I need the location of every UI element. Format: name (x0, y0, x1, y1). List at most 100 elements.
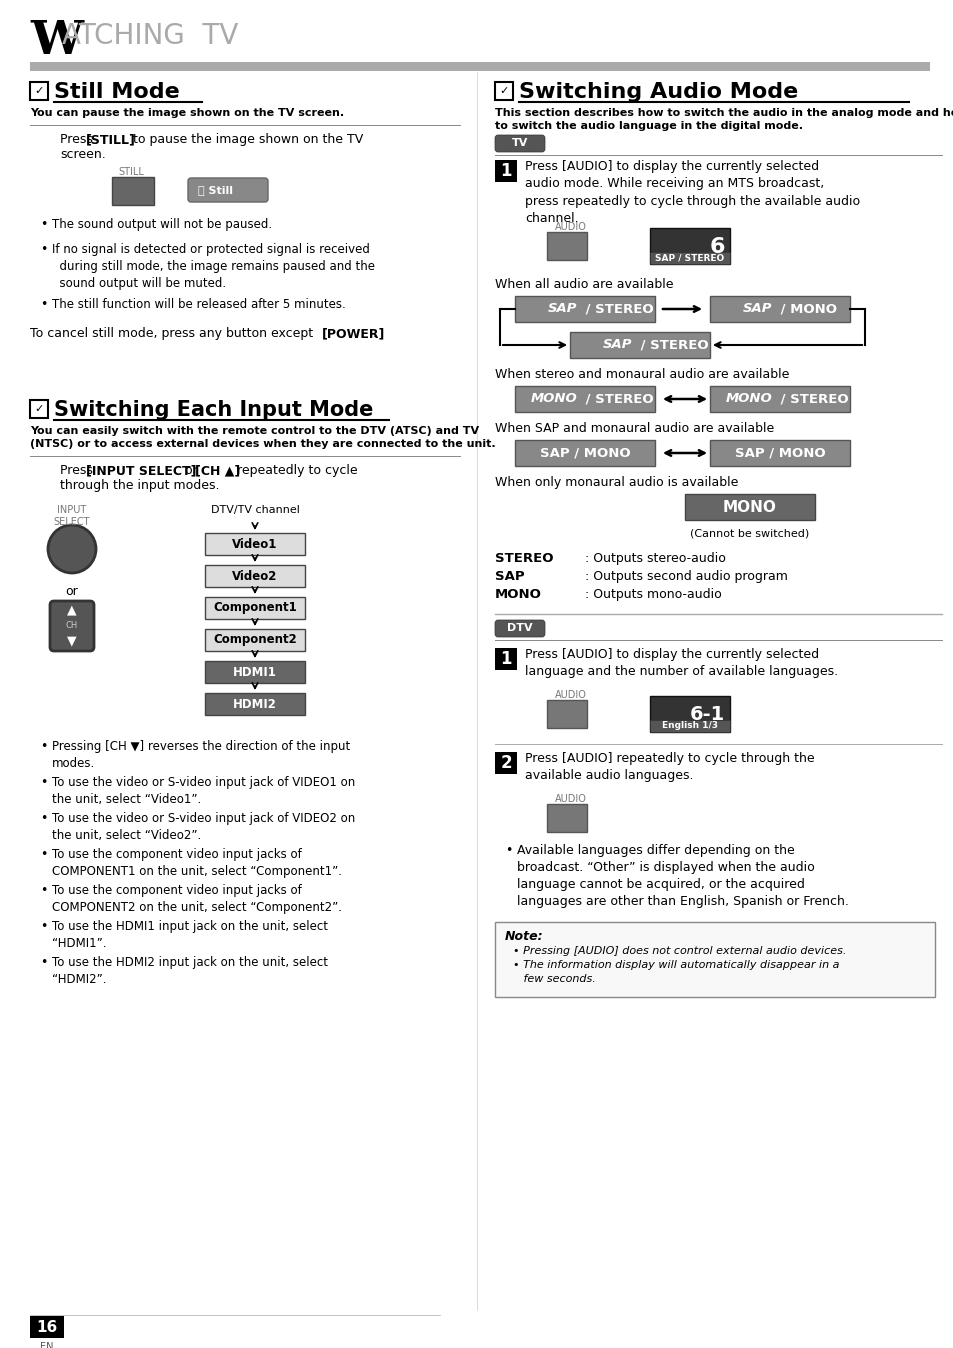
FancyBboxPatch shape (188, 178, 268, 202)
Text: •: • (40, 740, 48, 754)
FancyBboxPatch shape (495, 620, 544, 638)
Text: DTV: DTV (507, 623, 533, 634)
Text: .: . (373, 328, 376, 340)
Text: When only monaural audio is available: When only monaural audio is available (495, 476, 738, 489)
Text: When stereo and monaural audio are available: When stereo and monaural audio are avail… (495, 368, 788, 381)
Text: To use the video or S-video input jack of VIDEO2 on
the unit, select “Video2”.: To use the video or S-video input jack o… (52, 811, 355, 842)
Text: to pause the image shown on the TV: to pause the image shown on the TV (129, 133, 363, 146)
Text: AUDIO: AUDIO (555, 222, 586, 232)
Text: Available languages differ depending on the
broadcast. “Other” is displayed when: Available languages differ depending on … (517, 844, 848, 909)
Text: SAP: SAP (547, 302, 577, 315)
Text: You can easily switch with the remote control to the DTV (ATSC) and TV
(NTSC) or: You can easily switch with the remote co… (30, 426, 496, 449)
Text: •: • (40, 243, 48, 256)
FancyBboxPatch shape (495, 135, 544, 152)
Text: •: • (40, 884, 48, 896)
Text: When SAP and monaural audio are available: When SAP and monaural audio are availabl… (495, 422, 774, 435)
Text: / STEREO: / STEREO (580, 392, 653, 406)
Bar (30, 82, 48, 100)
Text: DTV/TV channel: DTV/TV channel (211, 506, 299, 515)
Text: CH: CH (66, 621, 78, 631)
Text: TV: TV (511, 137, 528, 148)
Text: •: • (40, 218, 48, 231)
Text: • Pressing [AUDIO] does not control external audio devices.
• The information di: • Pressing [AUDIO] does not control exte… (513, 946, 845, 984)
Text: Switching Each Input Mode: Switching Each Input Mode (54, 400, 373, 421)
Bar (709, 386, 849, 412)
Bar (205, 693, 305, 714)
Text: ▲: ▲ (67, 604, 77, 616)
Text: or: or (66, 585, 78, 599)
Bar (649, 720, 729, 732)
Bar (495, 82, 513, 100)
Text: Pressing [CH ▼] reverses the direction of the input
modes.: Pressing [CH ▼] reverses the direction o… (52, 740, 350, 770)
Bar (546, 803, 586, 832)
Bar (112, 177, 153, 205)
Bar (205, 597, 305, 619)
Text: STEREO: STEREO (495, 551, 553, 565)
Text: To use the component video input jacks of
COMPONENT1 on the unit, select “Compon: To use the component video input jacks o… (52, 848, 341, 878)
Text: SAP: SAP (495, 570, 524, 582)
Bar (205, 630, 305, 651)
Bar (205, 532, 305, 555)
Text: MONO: MONO (495, 588, 541, 601)
Text: ⏸ Still: ⏸ Still (198, 185, 233, 195)
Text: •: • (40, 298, 48, 311)
Text: through the input modes.: through the input modes. (60, 479, 219, 492)
Text: 6: 6 (709, 237, 724, 257)
Text: AUDIO: AUDIO (555, 794, 586, 803)
Bar (495, 922, 934, 998)
Text: Still Mode: Still Mode (54, 82, 179, 102)
Bar (569, 332, 709, 359)
Text: 2: 2 (499, 754, 511, 772)
Text: •: • (40, 776, 48, 789)
Bar (709, 297, 849, 322)
Bar (515, 439, 655, 466)
Bar (495, 752, 517, 774)
Text: MONO: MONO (530, 392, 577, 406)
Text: Press: Press (60, 464, 97, 477)
Bar (649, 252, 729, 264)
Circle shape (48, 524, 96, 573)
Text: English 1/3: English 1/3 (661, 721, 718, 731)
Text: HDMI2: HDMI2 (233, 697, 276, 710)
Text: Component1: Component1 (213, 601, 296, 615)
Bar (30, 400, 48, 418)
Text: or: or (181, 464, 201, 477)
Text: HDMI1: HDMI1 (233, 666, 276, 678)
Text: AUDIO: AUDIO (555, 690, 586, 700)
FancyBboxPatch shape (50, 601, 94, 651)
Text: : Outputs mono-audio: : Outputs mono-audio (584, 588, 721, 601)
Text: Note:: Note: (504, 930, 543, 944)
Text: SAP: SAP (741, 302, 771, 315)
Text: This section describes how to switch the audio in the analog mode and how
to swi: This section describes how to switch the… (495, 108, 953, 131)
Text: Video2: Video2 (233, 569, 277, 582)
Text: [CH ▲]: [CH ▲] (194, 464, 240, 477)
Text: 1: 1 (499, 162, 511, 181)
Text: [STILL]: [STILL] (86, 133, 135, 146)
Text: Press [AUDIO] to display the currently selected
audio mode. While receiving an M: Press [AUDIO] to display the currently s… (524, 160, 860, 225)
Text: Press: Press (60, 133, 97, 146)
Text: / STEREO: / STEREO (775, 392, 848, 406)
Text: MONO: MONO (724, 392, 771, 406)
Text: EN: EN (40, 1343, 53, 1348)
Text: 6-1: 6-1 (689, 705, 724, 724)
Bar (205, 565, 305, 586)
Text: / STEREO: / STEREO (580, 302, 653, 315)
Text: •: • (40, 811, 48, 825)
Text: To use the HDMI2 input jack on the unit, select
“HDMI2”.: To use the HDMI2 input jack on the unit,… (52, 956, 328, 985)
Text: SAP / MONO: SAP / MONO (539, 446, 630, 460)
Text: (Cannot be switched): (Cannot be switched) (690, 528, 809, 538)
Bar (649, 696, 729, 732)
Text: SAP / MONO: SAP / MONO (734, 446, 824, 460)
Bar (515, 386, 655, 412)
Text: W: W (30, 18, 83, 63)
Text: The sound output will not be paused.: The sound output will not be paused. (52, 218, 272, 231)
Bar (495, 648, 517, 670)
Text: MONO: MONO (722, 500, 776, 515)
Text: ATCHING  TV: ATCHING TV (62, 22, 238, 50)
Bar (546, 232, 586, 260)
Text: To use the video or S-video input jack of VIDEO1 on
the unit, select “Video1”.: To use the video or S-video input jack o… (52, 776, 355, 806)
Bar (0, 1310, 953, 1348)
Text: Press [AUDIO] repeatedly to cycle through the
available audio languages.: Press [AUDIO] repeatedly to cycle throug… (524, 752, 814, 782)
Text: / STEREO: / STEREO (636, 338, 708, 352)
Text: To cancel still mode, press any button except: To cancel still mode, press any button e… (30, 328, 316, 340)
